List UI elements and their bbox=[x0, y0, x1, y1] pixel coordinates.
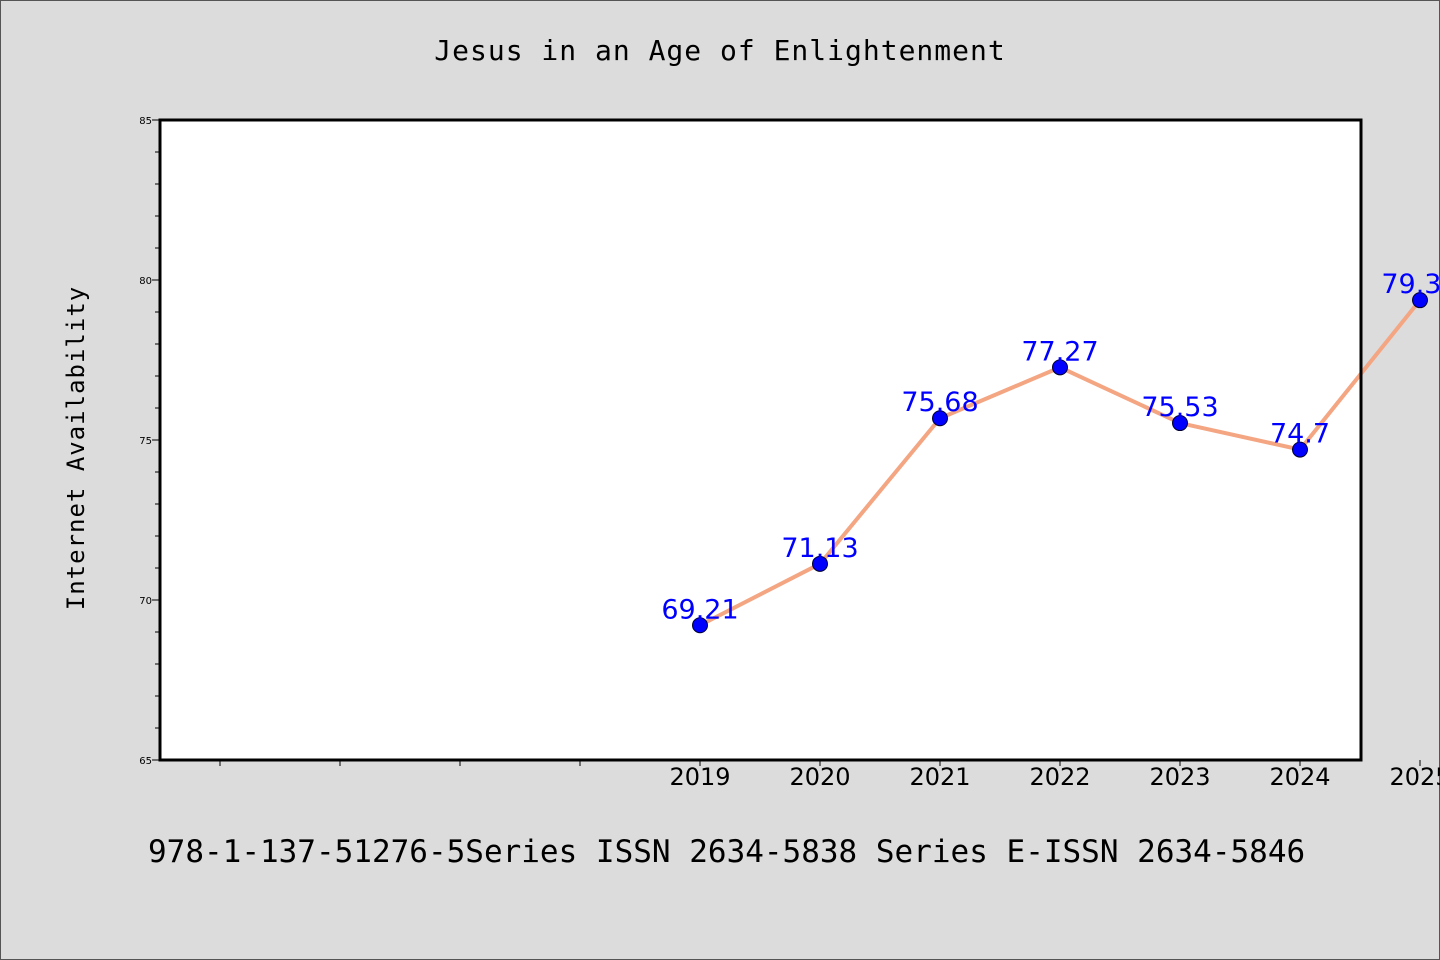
data-point bbox=[1052, 359, 1068, 376]
y-tick-label: 70 bbox=[139, 596, 152, 607]
data-point bbox=[1172, 415, 1188, 432]
data-label: 79.37 bbox=[1381, 269, 1440, 300]
y-tick-label: 75 bbox=[139, 436, 152, 447]
data-label: 75.68 bbox=[901, 387, 978, 418]
data-point bbox=[1412, 292, 1428, 309]
data-label: 77.27 bbox=[1021, 336, 1098, 367]
plot-frame bbox=[158, 118, 1363, 762]
x-tick-label: 2020 bbox=[789, 763, 850, 791]
axis-ticks: 65 70 75 80 85 2019 2020 2021 2022 2023 2024 2025 bbox=[139, 116, 1440, 791]
chart-title: Jesus in an Age of Enlightenment bbox=[434, 34, 1006, 67]
y-tick-label: 65 bbox=[139, 756, 152, 767]
series-markers bbox=[692, 292, 1428, 634]
x-tick-label: 2021 bbox=[909, 763, 970, 791]
data-label: 71.13 bbox=[781, 533, 858, 564]
data-point bbox=[932, 410, 948, 427]
data-point bbox=[812, 555, 828, 572]
x-tick-label: 2025 bbox=[1389, 763, 1440, 791]
data-point bbox=[1292, 441, 1308, 458]
isbn-footer: 978-1-137-51276-5Series ISSN 2634-5838 S… bbox=[148, 834, 1306, 870]
y-tick-label: 80 bbox=[139, 276, 152, 287]
data-point bbox=[692, 617, 708, 634]
data-label: 69.21 bbox=[661, 594, 738, 625]
x-tick-label: 2022 bbox=[1029, 763, 1090, 791]
y-tick-label: 85 bbox=[139, 116, 152, 127]
x-tick-label: 2023 bbox=[1149, 763, 1210, 791]
data-label: 74.7 bbox=[1270, 419, 1330, 450]
data-labels: 69.21 71.13 75.68 77.27 75.53 74.7 79.37 bbox=[661, 269, 1440, 625]
x-tick-label: 2019 bbox=[669, 763, 730, 791]
plot-area bbox=[160, 120, 1361, 760]
x-tick-label: 2024 bbox=[1269, 763, 1330, 791]
data-label: 75.53 bbox=[1141, 392, 1218, 423]
